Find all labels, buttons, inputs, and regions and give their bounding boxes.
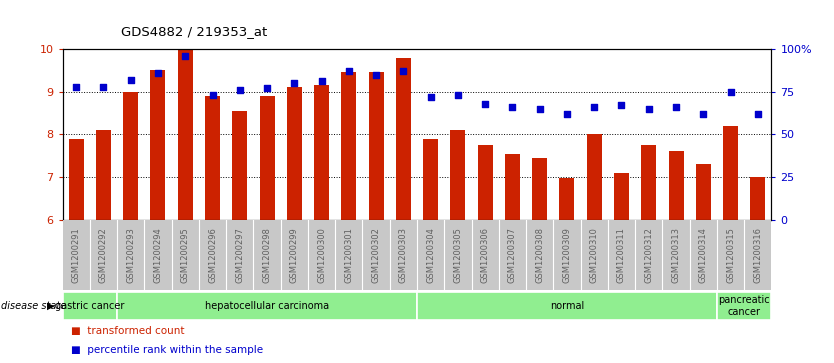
Bar bbox=[205, 96, 220, 220]
Bar bbox=[117, 292, 417, 320]
Bar bbox=[259, 96, 274, 220]
Text: GSM1200314: GSM1200314 bbox=[699, 227, 708, 283]
Text: disease state: disease state bbox=[1, 301, 66, 311]
Text: GSM1200293: GSM1200293 bbox=[126, 227, 135, 283]
Bar bbox=[696, 164, 711, 220]
Bar bbox=[123, 92, 138, 220]
Text: GSM1200305: GSM1200305 bbox=[454, 227, 462, 283]
Point bbox=[315, 78, 329, 84]
Text: ■  transformed count: ■ transformed count bbox=[71, 326, 184, 336]
Bar bbox=[641, 145, 656, 220]
Bar bbox=[614, 173, 629, 220]
Bar bbox=[396, 57, 411, 220]
Point bbox=[451, 92, 465, 98]
Bar bbox=[287, 87, 302, 220]
Text: ■  percentile rank within the sample: ■ percentile rank within the sample bbox=[71, 345, 263, 355]
Point bbox=[206, 92, 219, 98]
Text: GSM1200315: GSM1200315 bbox=[726, 227, 735, 283]
Point bbox=[260, 85, 274, 91]
Point bbox=[505, 104, 519, 110]
Point bbox=[424, 94, 437, 100]
Bar bbox=[341, 73, 356, 220]
Bar bbox=[478, 145, 493, 220]
Text: GSM1200299: GSM1200299 bbox=[289, 227, 299, 283]
Point bbox=[288, 80, 301, 86]
Bar bbox=[150, 70, 165, 220]
Point bbox=[124, 77, 138, 83]
Text: hepatocellular carcinoma: hepatocellular carcinoma bbox=[205, 301, 329, 311]
Bar bbox=[63, 292, 117, 320]
Point bbox=[69, 83, 83, 89]
Bar bbox=[751, 177, 766, 220]
Point bbox=[560, 111, 574, 117]
Bar bbox=[417, 292, 717, 320]
Bar bbox=[314, 85, 329, 220]
Bar bbox=[723, 126, 738, 220]
Bar bbox=[587, 134, 601, 220]
Text: GSM1200304: GSM1200304 bbox=[426, 227, 435, 283]
Text: GSM1200297: GSM1200297 bbox=[235, 227, 244, 283]
Text: GSM1200298: GSM1200298 bbox=[263, 227, 272, 283]
Text: GSM1200295: GSM1200295 bbox=[181, 227, 190, 283]
Point bbox=[533, 106, 546, 111]
Bar bbox=[532, 158, 547, 220]
Text: GSM1200294: GSM1200294 bbox=[153, 227, 163, 283]
Point bbox=[724, 89, 737, 94]
Text: GSM1200316: GSM1200316 bbox=[753, 227, 762, 283]
Text: ▶: ▶ bbox=[47, 301, 54, 311]
Point bbox=[397, 68, 410, 74]
Point bbox=[615, 102, 628, 108]
Text: GSM1200312: GSM1200312 bbox=[644, 227, 653, 283]
Point bbox=[97, 83, 110, 89]
Text: pancreatic
cancer: pancreatic cancer bbox=[718, 295, 770, 317]
Text: GSM1200306: GSM1200306 bbox=[480, 227, 490, 283]
Bar bbox=[505, 154, 520, 220]
Point bbox=[696, 111, 710, 117]
Text: GSM1200307: GSM1200307 bbox=[508, 227, 517, 283]
Bar bbox=[560, 178, 575, 220]
Text: GSM1200292: GSM1200292 bbox=[99, 227, 108, 283]
Point bbox=[642, 106, 656, 111]
Bar bbox=[369, 73, 384, 220]
Bar bbox=[423, 139, 438, 220]
Point bbox=[178, 53, 192, 59]
Point bbox=[369, 72, 383, 77]
Text: GSM1200296: GSM1200296 bbox=[208, 227, 217, 283]
Bar bbox=[96, 130, 111, 220]
Bar bbox=[717, 292, 771, 320]
Point bbox=[587, 104, 600, 110]
Bar bbox=[233, 111, 247, 220]
Text: GSM1200311: GSM1200311 bbox=[617, 227, 626, 283]
Text: GSM1200301: GSM1200301 bbox=[344, 227, 354, 283]
Text: normal: normal bbox=[550, 301, 584, 311]
Text: GSM1200313: GSM1200313 bbox=[671, 227, 681, 283]
Bar bbox=[450, 130, 465, 220]
Text: GSM1200310: GSM1200310 bbox=[590, 227, 599, 283]
Point bbox=[479, 101, 492, 106]
Text: GSM1200303: GSM1200303 bbox=[399, 227, 408, 283]
Point bbox=[751, 111, 765, 117]
Point bbox=[342, 68, 355, 74]
Text: GSM1200308: GSM1200308 bbox=[535, 227, 545, 283]
Bar bbox=[178, 49, 193, 220]
Text: GSM1200291: GSM1200291 bbox=[72, 227, 81, 283]
Point bbox=[234, 87, 247, 93]
Text: GSM1200300: GSM1200300 bbox=[317, 227, 326, 283]
Text: GSM1200309: GSM1200309 bbox=[562, 227, 571, 283]
Bar bbox=[68, 139, 83, 220]
Point bbox=[151, 70, 164, 76]
Text: GDS4882 / 219353_at: GDS4882 / 219353_at bbox=[121, 25, 267, 38]
Point bbox=[670, 104, 683, 110]
Bar bbox=[669, 151, 684, 220]
Text: gastric cancer: gastric cancer bbox=[55, 301, 124, 311]
Text: GSM1200302: GSM1200302 bbox=[372, 227, 380, 283]
